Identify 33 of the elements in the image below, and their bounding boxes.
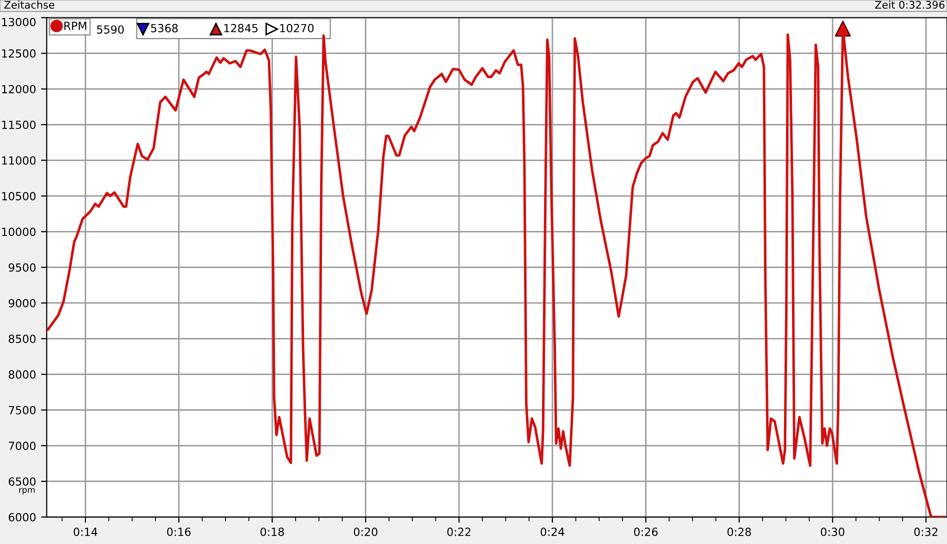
legend-label: RPM xyxy=(64,22,86,30)
y-tick-label: 11500 xyxy=(2,120,36,130)
x-tick-label: 0:26 xyxy=(634,528,658,536)
x-tick-label: 0:20 xyxy=(354,528,378,536)
x-tick-label: 0:22 xyxy=(447,528,470,536)
x-tick-label: 0:30 xyxy=(820,528,844,536)
y-tick-label: 12500 xyxy=(2,49,36,58)
y-tick-label: 13000 xyxy=(2,18,36,26)
y-tick-label: 7000 xyxy=(8,442,36,450)
x-tick-label: 0:14 xyxy=(74,528,98,536)
annotation: 5590 xyxy=(97,25,124,34)
y-tick-label: 6000 xyxy=(8,512,36,522)
annotation: 12845 xyxy=(224,24,258,32)
annotation: 10270 xyxy=(280,24,314,32)
x-tick-label: 0:32 xyxy=(914,528,938,536)
x-tick-label: 0:18 xyxy=(260,528,284,536)
annotation: 5368 xyxy=(151,24,178,32)
y-tick-label: 8500 xyxy=(8,334,36,344)
x-tick-label: 0:28 xyxy=(727,528,751,536)
y-tick-label: 9000 xyxy=(8,298,36,308)
y-tick-label: 12000 xyxy=(2,84,36,94)
y-tick-label: 10500 xyxy=(2,192,36,200)
y-tick-label: 8000 xyxy=(8,370,36,379)
y-axis-title: rpm xyxy=(19,488,35,495)
y-tick-label: 10000 xyxy=(2,228,36,236)
x-tick-label: 0:16 xyxy=(167,528,191,536)
y-tick-label: 9500 xyxy=(8,263,36,272)
chart-subtitle: Zeit 0:32.396 xyxy=(875,0,944,9)
y-tick-label: 7500 xyxy=(8,406,36,414)
chart-title: Zeitachse xyxy=(4,0,54,9)
x-tick-label: 0:24 xyxy=(540,528,564,536)
y-tick-label: 11000 xyxy=(2,156,36,165)
y-tick-label: 6500 xyxy=(8,477,36,486)
